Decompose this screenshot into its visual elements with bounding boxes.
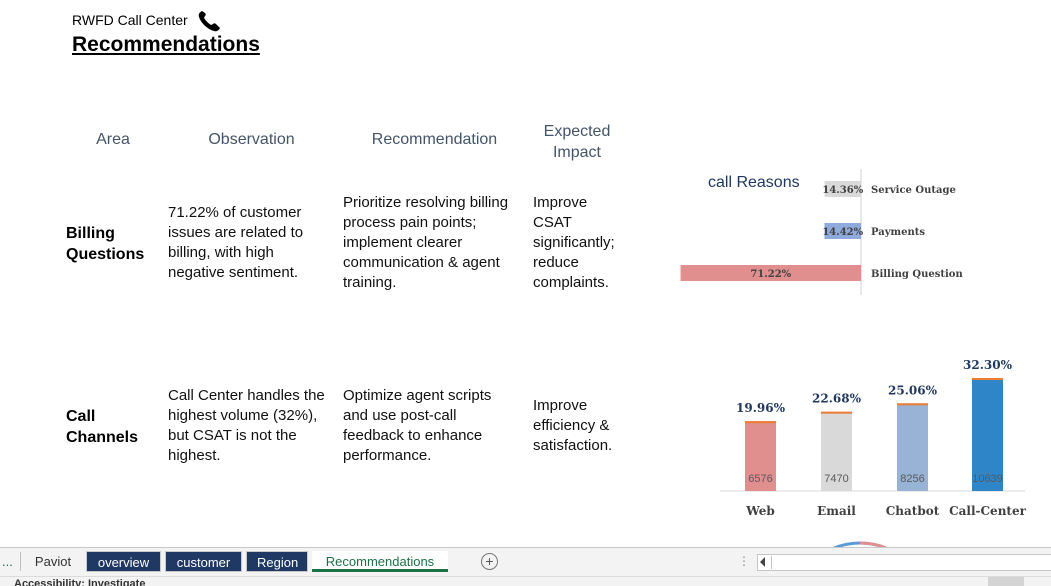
page-title: Recommendations xyxy=(72,33,260,56)
call-channels-chart: 19.96% 6576 Web 22.68% 7470 Email 25.06% 8256 Ch… xyxy=(720,358,1027,518)
text-line: highest. xyxy=(168,447,221,464)
row1-observation: 71.22% of customer issues are related to… xyxy=(168,203,303,283)
phone-icon xyxy=(198,11,220,32)
category-label: Chatbot xyxy=(886,504,940,518)
text-line: satisfaction. xyxy=(533,437,613,454)
bar-cap xyxy=(972,378,1003,380)
value-label: 6576 xyxy=(748,473,772,485)
text-line: feedback to enhance xyxy=(343,427,483,444)
percent-label: 32.30% xyxy=(963,358,1013,372)
text-line: Improve xyxy=(533,397,588,414)
percent-label: 22.68% xyxy=(812,392,862,406)
text-line: highest volume (32%), xyxy=(168,407,318,424)
bar-data-label: 14.36% xyxy=(822,185,863,196)
text-line: training. xyxy=(343,274,397,291)
value-label: 10639 xyxy=(972,473,1003,485)
header-recommendation: Recommendation xyxy=(371,131,498,148)
text-line: Improve xyxy=(533,194,588,211)
text-line: negative sentiment. xyxy=(168,264,299,281)
text-line: reduce xyxy=(533,254,579,271)
status-bar: Accessibility: Investigate xyxy=(0,576,1051,586)
header-observation: Observation xyxy=(208,131,295,148)
text-line: performance. xyxy=(343,447,432,464)
tab-recommendations[interactable]: Recommendations xyxy=(312,551,448,572)
tab-nav-dots[interactable]: ... xyxy=(2,554,13,569)
row2-area: Call Channels xyxy=(66,406,138,448)
bar xyxy=(824,223,861,239)
bar xyxy=(821,411,852,491)
text-line: significantly; xyxy=(533,234,615,251)
text-line: Call Center handles the xyxy=(168,387,325,404)
percent-label: 25.06% xyxy=(888,383,938,397)
value-label: 8256 xyxy=(900,473,924,485)
bar-cap xyxy=(821,411,852,414)
app-title: RWFD Call Center xyxy=(72,12,188,28)
category-label: Payments xyxy=(871,227,925,238)
text-line: and use post-call xyxy=(343,407,457,424)
text-line: efficiency & xyxy=(533,417,610,434)
text-line: implement clearer xyxy=(343,234,463,251)
header-expected-impact: Expected Impact xyxy=(543,123,611,161)
text-line: billing, with high xyxy=(168,244,274,261)
text-line: 71.22% of customer xyxy=(168,204,302,221)
normal-view-button[interactable] xyxy=(988,577,1024,586)
tab-customer[interactable]: customer xyxy=(165,551,242,572)
category-label: Service Outage xyxy=(871,185,956,196)
tab-divider xyxy=(20,552,21,571)
text-line: complaints. xyxy=(533,274,609,291)
text-line: communication & agent xyxy=(343,254,500,271)
row2-impact: Improve efficiency & satisfaction. xyxy=(533,396,612,456)
row1-area-line: Questions xyxy=(66,246,145,263)
call-reasons-chart-title: call Reasons xyxy=(708,174,800,191)
header-area: Area xyxy=(96,131,130,148)
text-line: process pain points; xyxy=(343,214,477,231)
bar xyxy=(897,403,928,491)
bar xyxy=(824,181,861,197)
text-line: Prioritize resolving billing xyxy=(343,194,509,211)
bar-cap xyxy=(897,403,928,406)
bar xyxy=(745,421,776,491)
row2-area-line: Call xyxy=(66,408,96,425)
row1-area: Billing Questions xyxy=(66,223,144,265)
row1-area-line: Billing xyxy=(66,225,115,242)
row2-recommendation: Optimize agent scripts and use post-call… xyxy=(343,386,491,466)
splitter-handle-icon[interactable]: ⋮ xyxy=(738,554,750,568)
bar xyxy=(680,265,861,281)
tab-region[interactable]: Region xyxy=(246,551,308,572)
bar xyxy=(972,378,1003,491)
accessibility-status[interactable]: Accessibility: Investigate xyxy=(14,578,146,586)
bar-cap xyxy=(745,421,776,424)
call-reasons-chart: 14.36% Service Outage 14.42% Payments 71.22%… xyxy=(680,169,963,295)
category-label: Email xyxy=(817,504,856,518)
text-line: CSAT xyxy=(533,214,572,231)
scroll-divider xyxy=(771,556,772,569)
category-label: Billing Question xyxy=(871,269,963,280)
row2-area-line: Channels xyxy=(66,429,139,446)
category-label: Call-Center xyxy=(949,504,1027,518)
tab-overview[interactable]: overview xyxy=(86,551,161,572)
value-label: 7470 xyxy=(824,473,848,485)
text-line: issues are related to xyxy=(168,224,304,241)
add-sheet-icon[interactable]: + xyxy=(481,553,498,570)
row1-impact: Improve CSAT significantly; reduce compl… xyxy=(533,193,615,293)
bar-data-label: 71.22% xyxy=(750,269,791,280)
category-label: Web xyxy=(745,504,775,518)
sheet-tab-bar: ... Paviot overview customer Region Reco… xyxy=(0,547,1051,576)
row1-recommendation: Prioritize resolving billing process pai… xyxy=(343,193,508,293)
text-line: but CSAT is not the xyxy=(168,427,297,444)
horizontal-scrollbar[interactable] xyxy=(757,554,1051,571)
text-line: Optimize agent scripts xyxy=(343,387,492,404)
bar-data-label: 14.42% xyxy=(822,227,863,238)
tab-paviot[interactable]: Paviot xyxy=(34,554,72,569)
percent-label: 19.96% xyxy=(736,401,786,415)
scroll-left-icon[interactable] xyxy=(760,557,765,567)
row2-observation: Call Center handles the highest volume (… xyxy=(168,386,325,466)
